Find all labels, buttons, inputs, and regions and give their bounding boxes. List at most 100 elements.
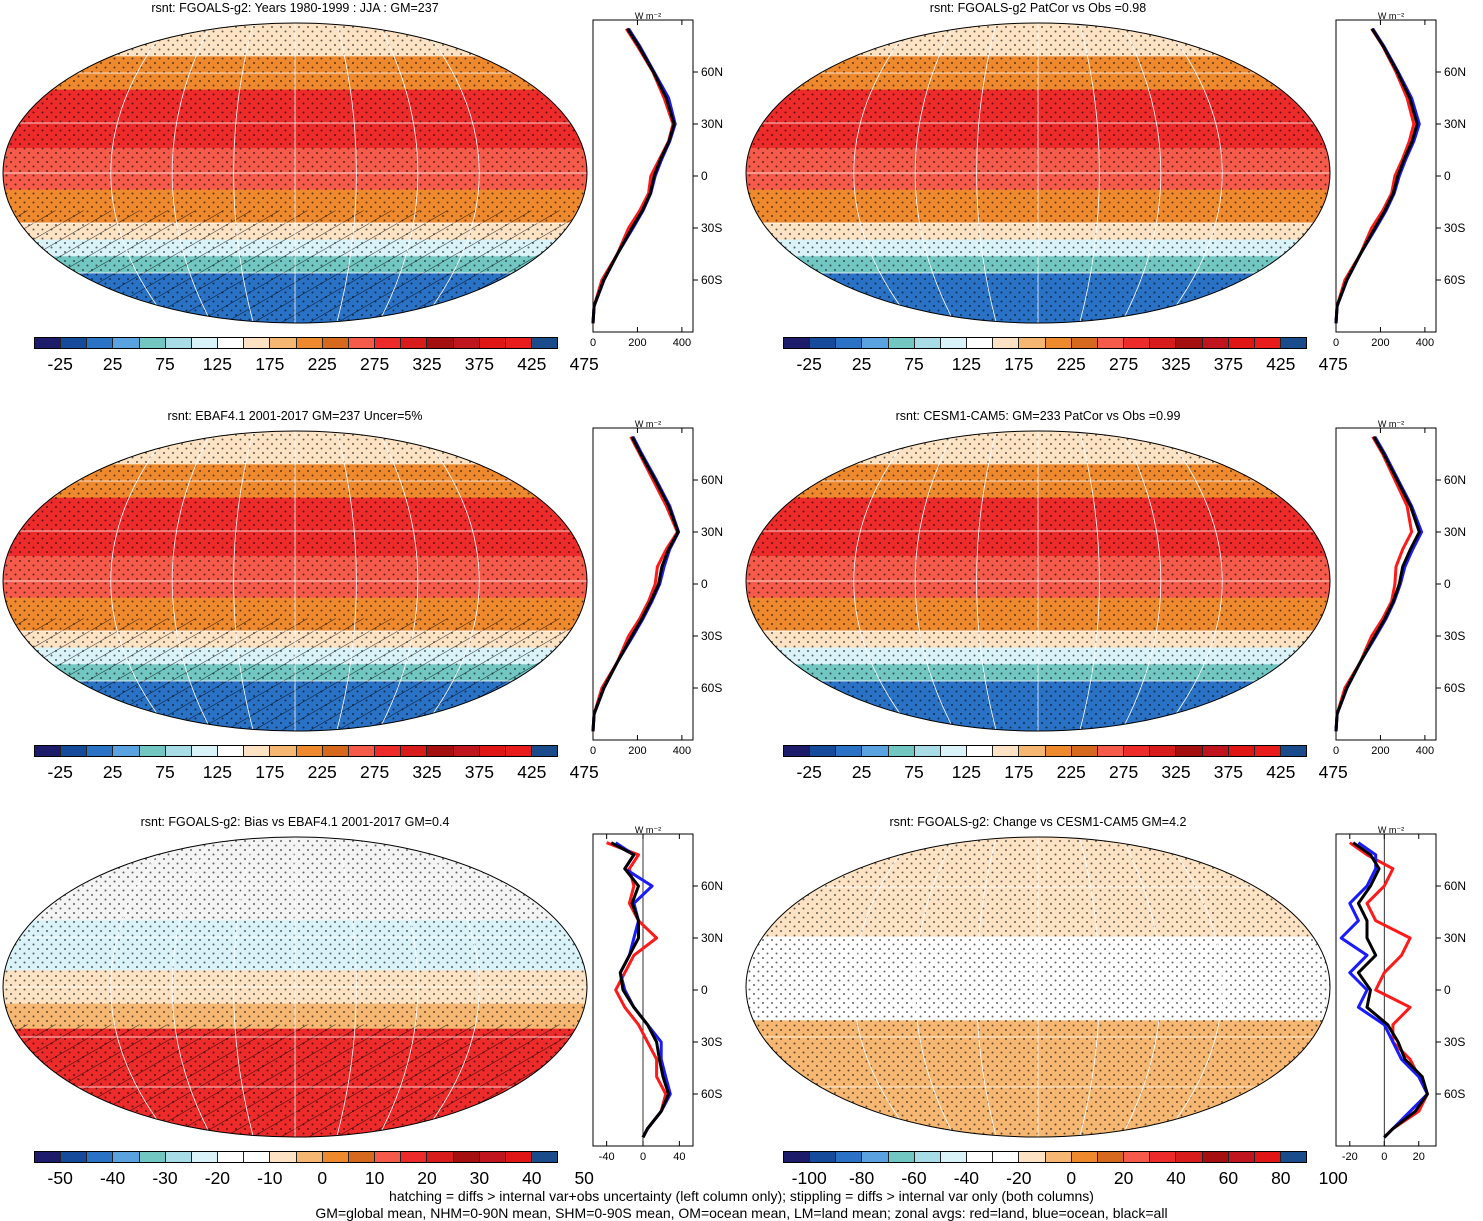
colorbar-swatch [1097, 338, 1125, 348]
colorbar-tick-label: 20 [417, 1168, 437, 1188]
colorbar-swatch [401, 746, 428, 756]
colorbar-swatch [427, 1152, 454, 1162]
map-title: rsnt: FGOALS-g2 PatCor vs Obs =0.98 [929, 1, 1147, 15]
graticule-meridian [853, 837, 914, 1137]
colorbar-swatch [87, 746, 114, 756]
graticule-meridian [914, 431, 955, 731]
zonal-mean-plot: W m⁻² -40 0 40 60N 30N 0 30S 60S [592, 825, 723, 1163]
colorbar-swatch [1150, 746, 1177, 756]
graticule-meridian [419, 837, 480, 1137]
map-plot [2, 430, 588, 732]
colorbar-swatch [35, 338, 62, 348]
zonal-mean-plot: W m⁻² 0 200 400 60N 30N 0 30S 60S [590, 11, 723, 349]
map-field [746, 23, 1330, 323]
colorbar-swatch [993, 746, 1020, 756]
graticule-meridian [853, 23, 914, 323]
graticule-meridian [914, 837, 955, 1137]
colorbar-swatch [940, 1152, 968, 1162]
colorbar-swatch [270, 746, 297, 756]
colorbar-swatch [87, 338, 114, 348]
colorbar [34, 337, 558, 349]
graticule-meridian [853, 431, 914, 731]
colorbar-swatch [914, 1152, 941, 1162]
colorbar-swatch [165, 746, 192, 756]
colorbar-swatch [836, 338, 863, 348]
zonal-mean-land-line [606, 841, 668, 1138]
zonal-mean-all-line [591, 436, 680, 732]
colorbar-swatch [375, 338, 402, 348]
colorbar-swatch [1254, 338, 1281, 348]
y-tick-label: 60S [701, 273, 722, 287]
colorbar-tick-label: -60 [901, 1168, 927, 1188]
colorbar [34, 745, 558, 757]
graticule-meridian [1121, 837, 1162, 1137]
colorbar-labels: -25 25 75 125 175 225 275 325 375 425 475 [34, 762, 599, 784]
graticule-meridian [336, 837, 357, 1137]
x-tick-label: 200 [628, 745, 646, 757]
x-tick-label: 200 [628, 337, 646, 349]
colorbar-swatch [531, 1152, 558, 1162]
y-tick-label: 0 [1444, 577, 1451, 591]
colorbar-labels: -100 -80 -60 -40 -20 0 20 40 60 80 100 [783, 1168, 1348, 1190]
map-field [746, 431, 1330, 731]
x-tick-label: 0 [640, 1151, 646, 1163]
colorbar-tick-label: 30 [469, 1168, 490, 1188]
graticule-meridian [110, 431, 171, 731]
y-tick-label: 30N [1444, 931, 1466, 945]
graticule-meridian [976, 837, 997, 1137]
colorbar-tick-label: 425 [1266, 354, 1296, 374]
colorbar-swatch [453, 1152, 480, 1162]
colorbar-tick-label: 60 [1218, 1168, 1239, 1188]
y-tick-label: 60S [701, 681, 722, 695]
map-plot [2, 22, 588, 324]
units-label: W m⁻² [1378, 825, 1404, 835]
colorbar-swatch [993, 1152, 1020, 1162]
colorbar-swatch [1176, 1152, 1203, 1162]
colorbar-tick-label: 125 [951, 354, 981, 374]
graticule-meridian [171, 431, 212, 731]
panel-6: rsnt: FGOALS-g2: Change vs CESM1-CAM5 GM… [743, 814, 1483, 1219]
colorbar-swatch [1124, 1152, 1151, 1162]
x-tick-label: 200 [1371, 745, 1389, 757]
colorbar-swatch [113, 746, 140, 756]
colorbar-tick-label: -80 [848, 1168, 875, 1188]
y-tick-label: 30N [1444, 117, 1466, 131]
zonal-mean-ocean-line [614, 841, 672, 1138]
colorbar-swatch [1097, 746, 1125, 756]
colorbar-swatch [1071, 1152, 1098, 1162]
graticule-meridian [171, 837, 212, 1137]
map-title: rsnt: FGOALS-g2: Bias vs EBAF4.1 2001-20… [140, 815, 450, 829]
y-tick-label: 60N [1444, 879, 1466, 893]
map-outline [2, 836, 588, 1138]
graticule-meridian [1121, 431, 1162, 731]
y-tick-label: 60N [1444, 65, 1466, 79]
map-field [3, 837, 587, 1137]
colorbar-tick-label: 75 [904, 354, 924, 374]
colorbar-swatch [139, 746, 166, 756]
colorbar-swatch [427, 338, 454, 348]
colorbar-swatch [1045, 338, 1072, 348]
graticule-meridian [1162, 837, 1223, 1137]
colorbar-swatch [375, 1152, 402, 1162]
x-tick-label: 0 [1381, 1151, 1387, 1163]
colorbar-swatch [862, 746, 889, 756]
zonal-mean-plot: W m⁻² 0 200 400 60N 30N 0 30S 60S [1333, 11, 1466, 349]
map-plot [745, 22, 1331, 324]
colorbar-tick-label: 40 [522, 1168, 542, 1188]
x-tick-label: 40 [673, 1151, 685, 1163]
y-tick-label: 60S [701, 1087, 722, 1101]
map-title: rsnt: FGOALS-g2: Years 1980-1999 : JJA :… [151, 1, 439, 15]
colorbar-swatch [348, 338, 376, 348]
graticule-meridian [378, 837, 419, 1137]
colorbar-tick-label: -20 [204, 1168, 231, 1188]
colorbar-tick-label: 0 [317, 1168, 328, 1188]
colorbar-swatch [35, 1152, 62, 1162]
colorbar-swatch [1228, 338, 1255, 348]
colorbar-tick-label: 225 [307, 762, 337, 782]
colorbar-swatch [531, 746, 558, 756]
colorbar-swatch [61, 1152, 88, 1162]
colorbar-swatch [967, 746, 994, 756]
colorbar-tick-label: 25 [102, 762, 123, 782]
colorbar-swatch [244, 746, 271, 756]
colorbar-labels: -25 25 75 125 175 225 275 325 375 425 475 [34, 354, 599, 376]
